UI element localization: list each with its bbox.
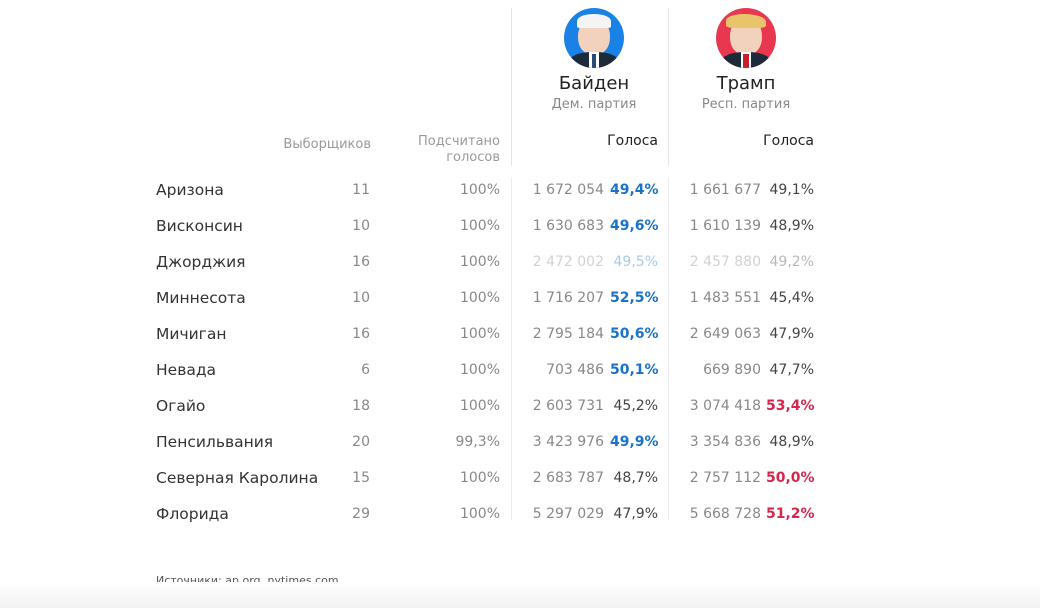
trump-votes: 5 668 728 (689, 506, 761, 522)
table-row: Джорджия 16 100% 2 472 002 49,5% 2 457 8… (0, 244, 1040, 280)
trump-percent: 45,4% (769, 290, 814, 306)
candidate-trump: Трамп Респ. партия (666, 8, 826, 114)
electors-count: 11 (352, 182, 370, 198)
biden-percent: 47,9% (613, 506, 658, 522)
trump-votes: 3 074 418 (689, 398, 761, 414)
table-row: Невада 6 100% 703 486 50,1% 669 890 47,7… (0, 352, 1040, 388)
header-electors: Выборщиков (283, 137, 371, 152)
biden-percent: 49,6% (610, 218, 659, 234)
electors-count: 16 (352, 326, 370, 342)
state-name: Миннесота (156, 289, 246, 307)
biden-votes: 1 716 207 (532, 290, 604, 306)
trump-votes: 2 649 063 (689, 326, 761, 342)
trump-votes: 2 757 112 (689, 470, 761, 486)
trump-percent: 48,9% (769, 434, 814, 450)
trump-votes: 1 661 677 (689, 182, 761, 198)
biden-percent: 48,7% (613, 470, 658, 486)
table-row: Северная Каролина 15 100% 2 683 787 48,7… (0, 460, 1040, 496)
state-name: Флорида (156, 505, 229, 523)
electors-count: 10 (352, 218, 370, 234)
electors-count: 18 (352, 398, 370, 414)
divider-biden-header (511, 8, 512, 166)
biden-percent: 49,5% (613, 254, 658, 270)
candidate-party-trump: Респ. партия (701, 97, 791, 112)
header-counted-line1: Подсчитано (418, 134, 500, 149)
biden-votes: 2 472 002 (532, 254, 604, 270)
trump-percent: 48,9% (769, 218, 814, 234)
header-votes-biden: Голоса (607, 133, 658, 149)
biden-votes: 1 672 054 (532, 182, 604, 198)
table-row: Флорида 29 100% 5 297 029 47,9% 5 668 72… (0, 496, 1040, 532)
candidate-name-biden: Байден (558, 73, 630, 94)
header-votes-trump: Голоса (763, 133, 814, 149)
candidate-name-trump: Трамп (716, 73, 776, 94)
biden-percent: 49,4% (610, 182, 659, 198)
biden-votes: 2 603 731 (532, 398, 604, 414)
trump-percent: 47,9% (769, 326, 814, 342)
counted-percent: 100% (459, 218, 500, 234)
avatar-trump (716, 8, 776, 68)
electors-count: 29 (352, 506, 370, 522)
electors-count: 10 (352, 290, 370, 306)
counted-percent: 100% (459, 182, 500, 198)
biden-votes: 5 297 029 (532, 506, 604, 522)
trump-votes: 669 890 (703, 362, 761, 378)
biden-votes: 2 795 184 (532, 326, 604, 342)
electors-count: 16 (352, 254, 370, 270)
header-counted: Подсчитано голосов (380, 134, 500, 166)
divider-biden-body (511, 178, 512, 520)
biden-percent: 50,6% (610, 326, 659, 342)
table-row: Аризона 11 100% 1 672 054 49,4% 1 661 67… (0, 172, 1040, 208)
electors-count: 6 (361, 362, 370, 378)
counted-percent: 100% (459, 506, 500, 522)
state-name: Мичиган (156, 325, 227, 343)
electors-count: 15 (352, 470, 370, 486)
table-row: Пенсильвания 20 99,3% 3 423 976 49,9% 3 … (0, 424, 1040, 460)
table-row: Висконсин 10 100% 1 630 683 49,6% 1 610 … (0, 208, 1040, 244)
trump-percent: 53,4% (766, 398, 815, 414)
counted-percent: 100% (459, 470, 500, 486)
counted-percent: 100% (459, 254, 500, 270)
trump-percent: 50,0% (766, 470, 815, 486)
counted-percent: 100% (459, 326, 500, 342)
trump-votes: 1 483 551 (689, 290, 761, 306)
biden-percent: 50,1% (610, 362, 659, 378)
table-row: Мичиган 16 100% 2 795 184 50,6% 2 649 06… (0, 316, 1040, 352)
trump-percent: 47,7% (769, 362, 814, 378)
biden-votes: 1 630 683 (532, 218, 604, 234)
candidate-biden: Байден Дем. партия (514, 8, 674, 114)
state-name: Пенсильвания (156, 433, 274, 451)
counted-percent: 100% (459, 398, 500, 414)
table-row: Миннесота 10 100% 1 716 207 52,5% 1 483 … (0, 280, 1040, 316)
trump-percent: 49,1% (769, 182, 814, 198)
counted-percent: 100% (459, 290, 500, 306)
counted-percent: 99,3% (455, 434, 500, 450)
counted-percent: 100% (459, 362, 500, 378)
state-name: Огайо (156, 397, 206, 415)
biden-votes: 2 683 787 (532, 470, 604, 486)
divider-trump-body (668, 178, 669, 520)
state-name: Северная Каролина (156, 469, 319, 487)
candidate-party-biden: Дем. партия (551, 97, 637, 112)
trump-votes: 3 354 836 (689, 434, 761, 450)
electors-count: 20 (352, 434, 370, 450)
biden-votes: 3 423 976 (532, 434, 604, 450)
trump-votes: 2 457 880 (689, 254, 761, 270)
avatar-biden (564, 8, 624, 68)
state-name: Аризона (156, 181, 224, 199)
trump-votes: 1 610 139 (689, 218, 761, 234)
header-counted-line2: голосов (446, 150, 500, 165)
biden-percent: 45,2% (613, 398, 658, 414)
biden-percent: 52,5% (610, 290, 659, 306)
biden-percent: 49,9% (610, 434, 659, 450)
biden-votes: 703 486 (546, 362, 604, 378)
trump-percent: 49,2% (769, 254, 814, 270)
table-row: Огайо 18 100% 2 603 731 45,2% 3 074 418 … (0, 388, 1040, 424)
state-name: Джорджия (156, 253, 246, 271)
trump-percent: 51,2% (766, 506, 815, 522)
state-name: Невада (156, 361, 217, 379)
bottom-fade (0, 582, 1040, 608)
divider-trump-header (668, 8, 669, 166)
state-name: Висконсин (156, 217, 243, 235)
